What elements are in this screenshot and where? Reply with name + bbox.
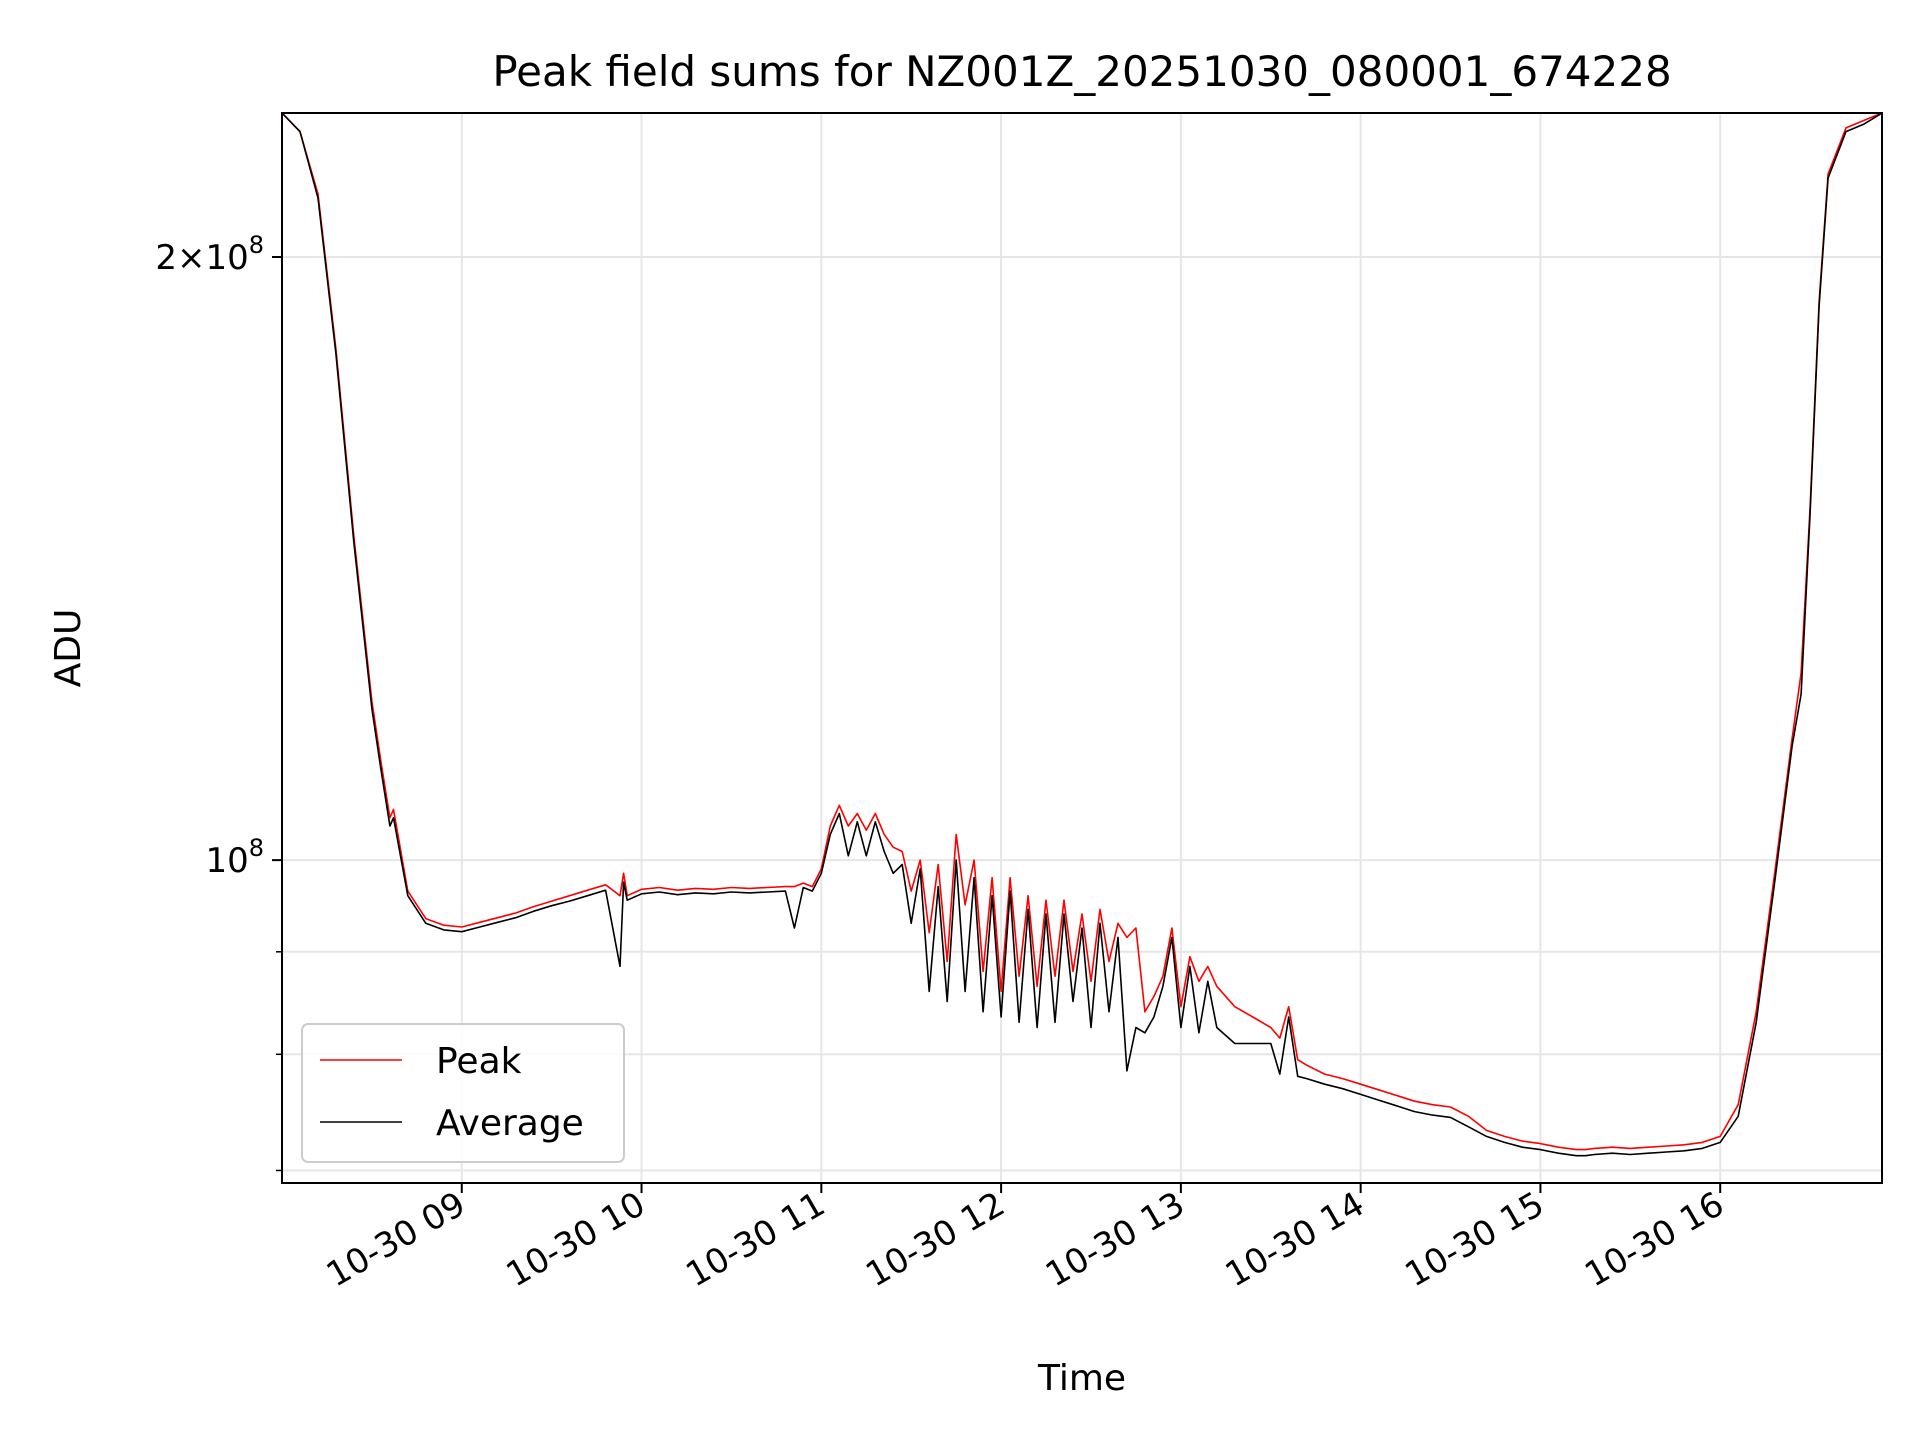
series-line-peak bbox=[282, 113, 1882, 1151]
y-tick-exponent: 8 bbox=[249, 231, 264, 259]
series-line-average bbox=[282, 113, 1882, 1157]
y-axis-label: ADU bbox=[48, 609, 89, 688]
legend-box bbox=[301, 1023, 625, 1163]
series-layer bbox=[282, 113, 1882, 1157]
legend-label-average: Average bbox=[436, 1103, 584, 1144]
x-axis-label: Time bbox=[1037, 1358, 1126, 1399]
y-tick-base: 10 bbox=[205, 841, 248, 881]
plot-frame bbox=[281, 112, 1883, 1184]
y-tick-label: 108 bbox=[205, 834, 264, 881]
grid-lines bbox=[282, 113, 1882, 1183]
y-tick-mantissa: 2 bbox=[155, 238, 177, 278]
y-tick-label: 2×108 bbox=[155, 231, 264, 278]
y-tick-exponent: 8 bbox=[249, 834, 264, 862]
y-tick-base: 10 bbox=[205, 238, 248, 278]
legend-label-peak: Peak bbox=[436, 1041, 522, 1082]
legend: Peak Average bbox=[301, 1023, 625, 1163]
chart-title: Peak field sums for NZ001Z_20251030_0800… bbox=[492, 47, 1671, 96]
y-tick-times: × bbox=[177, 238, 206, 278]
